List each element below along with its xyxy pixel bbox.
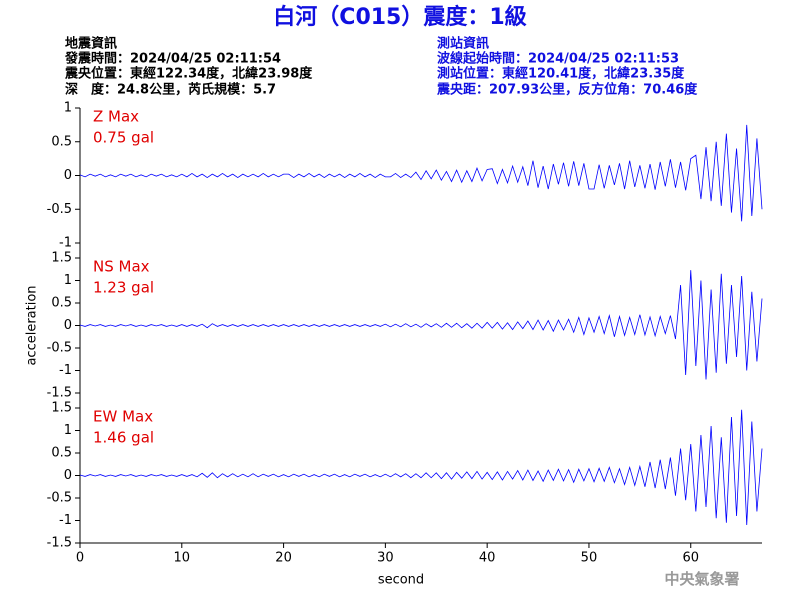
y-tick-label: 1.5 [51,401,72,416]
y-tick-label: -0.5 [47,341,72,356]
info-left: 地震資訊 [65,36,117,52]
waveform [79,270,763,380]
panel-label: EW Max [93,408,153,426]
x-tick-label: 50 [581,551,598,566]
info-right: 測站資訊 [437,36,489,52]
y-tick-label: -1 [59,236,72,251]
panel-label: Z Max [93,108,139,126]
y-tick-label: 1 [64,273,72,288]
x-tick-label: 10 [174,551,191,566]
panel-label: NS Max [93,258,150,276]
x-tick-label: 0 [76,551,84,566]
agency-watermark: 中央氣象署 [664,570,739,588]
y-tick-label: -0.5 [47,491,72,506]
info-left: 發震時間：2024/04/25 02:11:54 [64,51,281,67]
waveform [79,409,763,526]
y-tick-label: 0.5 [51,296,72,311]
info-left: 深 度：24.8公里，芮氏規模：5.7 [65,82,276,98]
y-tick-label: 1 [64,101,72,116]
panel-max: 1.23 gal [93,279,154,297]
x-tick-label: 40 [479,551,496,566]
info-left: 震央位置：東經122.34度，北緯23.98度 [64,66,313,82]
x-tick-label: 60 [682,551,699,566]
y-tick-label: -1 [59,513,72,528]
y-tick-label: 1 [64,423,72,438]
y-tick-label: 0.5 [51,134,72,149]
y-tick-label: 0 [64,168,72,183]
x-axis-label: second [378,573,424,588]
y-tick-label: 0 [64,318,72,333]
y-axis-label: acceleration [25,285,40,365]
x-tick-label: 20 [275,551,292,566]
info-right: 震央距：207.93公里，反方位角：70.46度 [436,82,698,98]
y-tick-label: -0.5 [47,202,72,217]
y-tick-label: 0.5 [51,446,72,461]
y-tick-label: 0 [64,468,72,483]
y-tick-label: 1.5 [51,251,72,266]
chart-title: 白河（C015）震度：1級 [273,4,526,30]
panel-max: 1.46 gal [93,429,154,447]
y-tick-label: -1.5 [47,536,72,551]
y-tick-label: -1.5 [47,386,72,401]
y-tick-label: -1 [59,363,72,378]
x-tick-label: 30 [377,551,394,566]
waveform [79,124,763,222]
info-right: 波線起始時間：2024/04/25 02:11:53 [437,51,679,67]
info-right: 測站位置：東經120.41度，北緯23.35度 [437,66,685,82]
panel-max: 0.75 gal [93,129,154,147]
